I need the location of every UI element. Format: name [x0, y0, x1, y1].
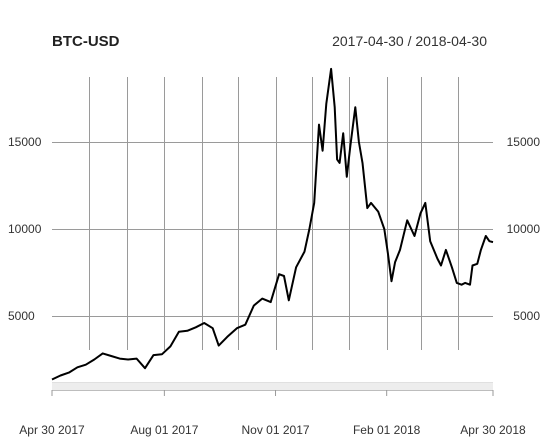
x-tick-label: Nov 01 2017 — [241, 423, 309, 437]
date-range-label: 2017-04-30 / 2018-04-30 — [332, 33, 487, 49]
y-tick-label-right: 5000 — [513, 309, 540, 323]
x-tick-label: Feb 01 2018 — [353, 423, 421, 437]
x-tick-label: Aug 01 2017 — [130, 423, 198, 437]
y-tick-label-left: 5000 — [8, 309, 35, 323]
y-tick-label-right: 10000 — [507, 222, 541, 236]
y-tick-label-right: 15000 — [507, 135, 541, 149]
series-layer — [51, 67, 494, 381]
x-tick-label: Apr 30 2018 — [460, 423, 526, 437]
x-tick-label: Apr 30 2017 — [19, 423, 85, 437]
grid — [52, 77, 493, 391]
chart-title: BTC-USD — [52, 33, 120, 50]
y-tick-label-left: 10000 — [8, 222, 42, 236]
btc-price-line — [51, 67, 494, 381]
x-axis-band — [52, 382, 493, 390]
tick-labels: 5000 5000 10000 10000 15000 15000 Apr 30 2017 A… — [8, 135, 540, 437]
y-tick-label-left: 15000 — [8, 135, 42, 149]
